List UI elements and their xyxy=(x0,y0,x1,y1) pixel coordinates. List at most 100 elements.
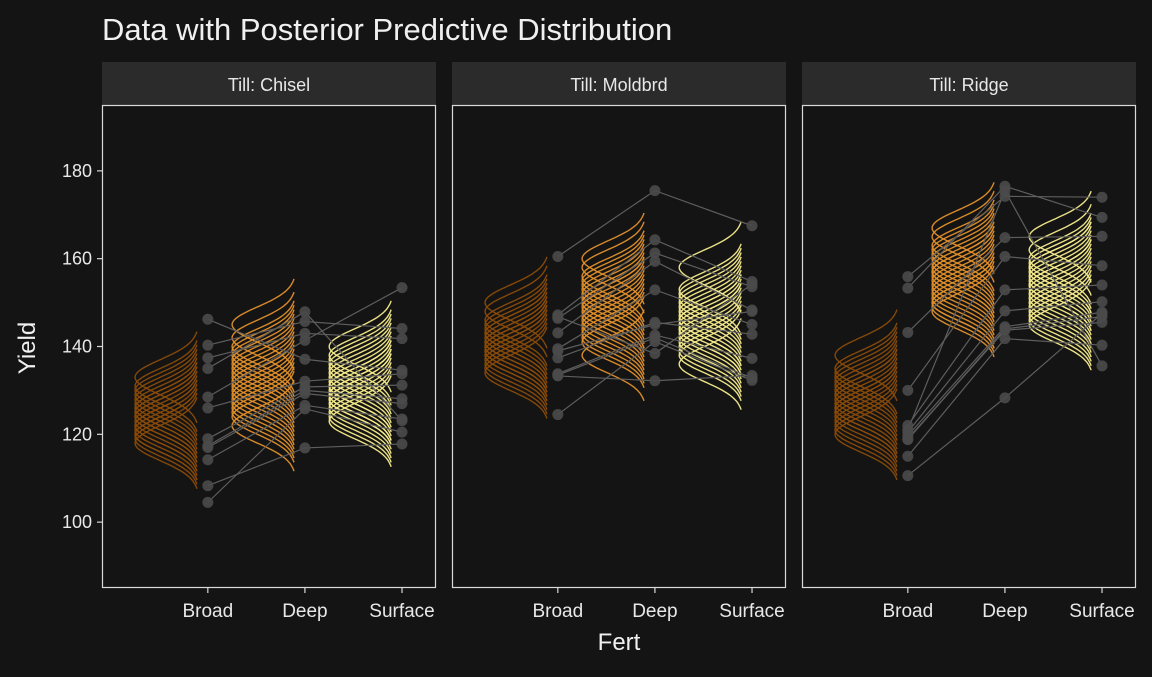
data-point xyxy=(202,441,214,453)
density-curve-deep xyxy=(581,243,645,336)
facet-strip-label: Till: Chisel xyxy=(228,75,310,95)
data-point xyxy=(299,442,311,454)
density-curve-surface xyxy=(328,375,392,468)
data-point xyxy=(552,250,564,262)
density-curve-deep xyxy=(231,318,295,410)
data-point xyxy=(1096,360,1108,372)
density-curve-broad xyxy=(834,335,898,428)
density-curve-deep xyxy=(581,296,645,389)
data-point xyxy=(396,438,408,450)
density-curve-deep xyxy=(231,278,295,371)
density-curve-deep xyxy=(931,256,995,349)
data-point xyxy=(649,255,661,267)
data-point xyxy=(649,284,661,296)
density-curve-surface xyxy=(328,366,392,459)
density-curve-broad xyxy=(484,283,548,375)
data-point xyxy=(202,313,214,325)
y-tick-label: 140 xyxy=(62,337,92,357)
data-point xyxy=(552,311,564,323)
data-point xyxy=(552,409,564,421)
density-curve-deep xyxy=(931,225,995,318)
data-point xyxy=(396,413,408,425)
data-point xyxy=(299,387,311,399)
data-point xyxy=(396,368,408,380)
density-curve-surface xyxy=(678,274,742,367)
density-curve-broad xyxy=(484,274,548,367)
density-curve-deep xyxy=(931,239,995,331)
density-curve-broad xyxy=(484,326,548,419)
density-curve-broad xyxy=(134,357,198,450)
density-curve-broad xyxy=(834,379,898,472)
data-point xyxy=(299,334,311,346)
data-point xyxy=(902,470,914,482)
density-curve-broad xyxy=(134,388,198,481)
data-point xyxy=(746,305,758,317)
data-point xyxy=(202,496,214,508)
density-curve-deep xyxy=(231,304,295,397)
data-point xyxy=(202,339,214,351)
data-point xyxy=(552,369,564,381)
density-curve-broad xyxy=(134,353,198,446)
density-curve-broad xyxy=(834,331,898,424)
data-point xyxy=(1096,191,1108,203)
x-tick-label: Broad xyxy=(882,601,933,622)
density-curve-broad xyxy=(484,296,548,389)
data-point xyxy=(999,323,1011,335)
x-tick-label: Surface xyxy=(1069,601,1134,622)
density-curve-deep xyxy=(231,313,295,406)
density-curve-broad xyxy=(484,304,548,397)
density-curve-broad xyxy=(134,384,198,476)
density-curve-broad xyxy=(134,375,198,468)
data-point xyxy=(649,234,661,246)
density-curve-deep xyxy=(231,362,295,454)
density-curve-broad xyxy=(834,353,898,446)
facet-panel: Till: Ridge Broad Deep Surface xyxy=(801,62,1137,622)
density-curve-surface xyxy=(678,243,742,336)
density-curve-surface xyxy=(328,357,392,450)
data-point xyxy=(396,426,408,438)
facet-strip-label: Till: Ridge xyxy=(929,75,1008,95)
density-curve-broad xyxy=(834,375,898,468)
density-curve-deep xyxy=(931,203,995,296)
density-curve-surface xyxy=(328,326,392,419)
data-point xyxy=(1096,296,1108,308)
data-point xyxy=(746,328,758,340)
facet-strip xyxy=(802,62,1136,105)
density-curve-surface xyxy=(328,344,392,437)
density-curve-broad xyxy=(834,340,898,432)
data-point xyxy=(202,402,214,414)
x-tick-label: Deep xyxy=(282,601,327,622)
data-point xyxy=(999,185,1011,197)
density-curve-broad xyxy=(834,366,898,459)
data-point xyxy=(1096,279,1108,291)
density-curve-deep xyxy=(231,344,295,437)
data-point xyxy=(746,352,758,364)
data-point xyxy=(649,319,661,331)
density-curve-surface xyxy=(678,265,742,358)
y-tick-label: 160 xyxy=(62,249,92,269)
data-point xyxy=(202,362,214,374)
data-point xyxy=(1096,311,1108,323)
density-curve-broad xyxy=(834,326,898,419)
density-curve-deep xyxy=(231,370,295,463)
density-curve-broad xyxy=(134,331,198,424)
density-curve-deep xyxy=(931,252,995,345)
density-curve-surface xyxy=(328,331,392,424)
density-curve-deep xyxy=(581,261,645,353)
density-curve-surface xyxy=(1028,274,1092,367)
density-curve-broad xyxy=(134,397,198,490)
density-curve-deep xyxy=(231,335,295,428)
density-curve-broad xyxy=(134,340,198,432)
data-point xyxy=(902,424,914,436)
density-curve-broad xyxy=(484,309,548,402)
density-curve-broad xyxy=(484,300,548,393)
density-curve-surface xyxy=(1028,225,1092,318)
density-curve-surface xyxy=(678,309,742,402)
data-point xyxy=(396,398,408,410)
data-point xyxy=(746,278,758,290)
y-tick-label: 120 xyxy=(62,424,92,444)
data-point xyxy=(999,250,1011,262)
density-curve-deep xyxy=(231,291,295,384)
density-curve-surface xyxy=(328,335,392,428)
